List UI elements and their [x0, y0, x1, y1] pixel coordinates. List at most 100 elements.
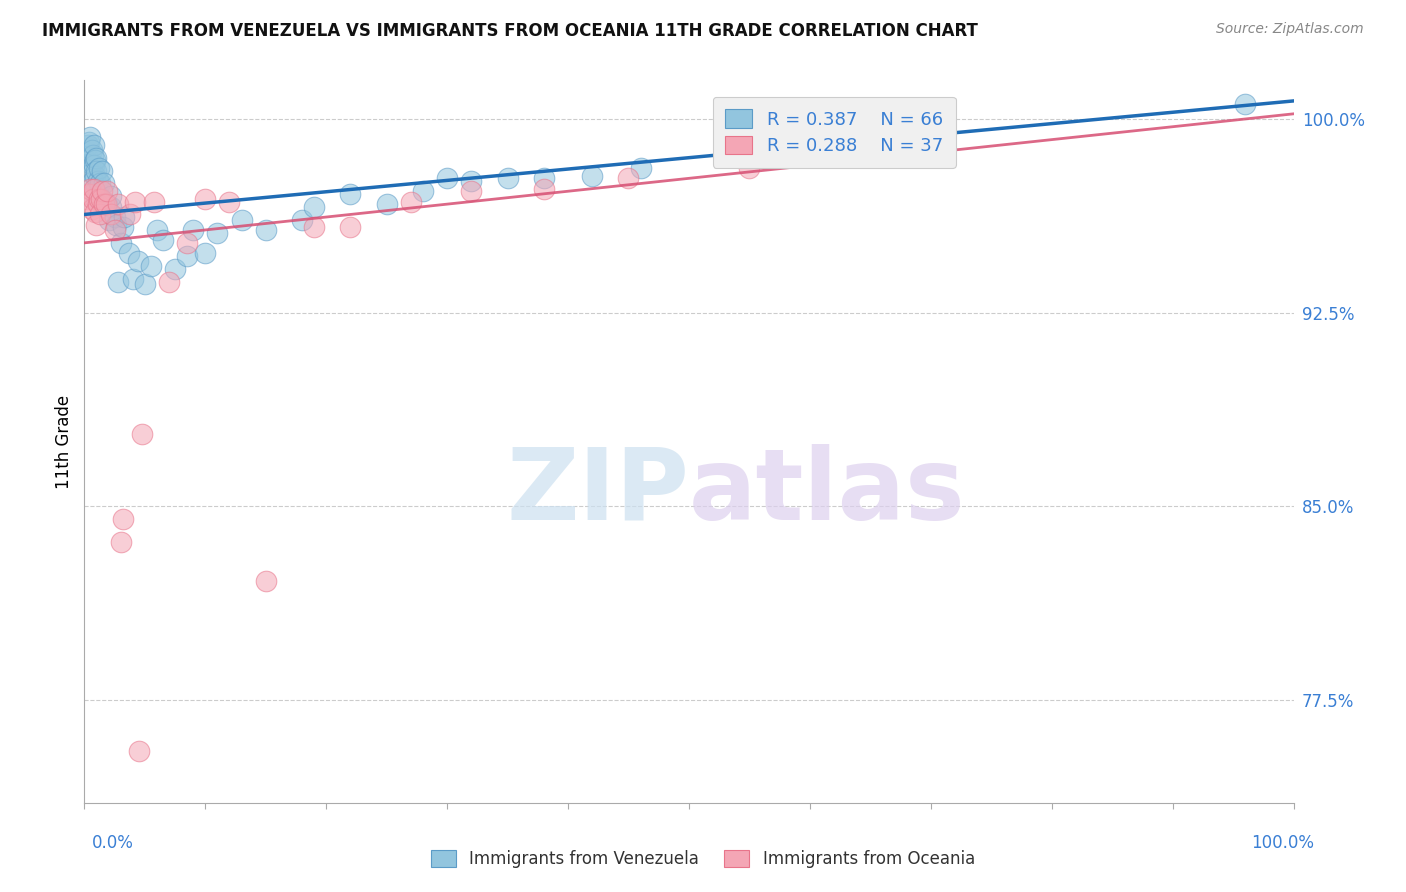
Text: 100.0%: 100.0%	[1251, 834, 1315, 852]
Point	[104, 223, 127, 237]
Point	[775, 148, 797, 162]
Point	[107, 275, 129, 289]
Point	[77, 135, 100, 149]
Text: Source: ZipAtlas.com: Source: ZipAtlas.com	[1216, 22, 1364, 37]
Point	[84, 169, 107, 183]
Point	[94, 194, 117, 209]
Point	[399, 194, 422, 209]
Point	[107, 197, 129, 211]
Point	[84, 205, 107, 219]
Point	[181, 223, 204, 237]
Point	[90, 194, 112, 209]
Point	[89, 207, 111, 221]
Point	[496, 171, 519, 186]
Text: atlas: atlas	[689, 443, 966, 541]
Point	[139, 259, 162, 273]
Point	[84, 184, 107, 198]
Point	[127, 253, 149, 268]
Point	[79, 130, 101, 145]
Point	[83, 158, 105, 172]
Text: IMMIGRANTS FROM VENEZUELA VS IMMIGRANTS FROM OCEANIA 11TH GRADE CORRELATION CHAR: IMMIGRANTS FROM VENEZUELA VS IMMIGRANTS …	[42, 22, 979, 40]
Point	[87, 192, 110, 206]
Point	[339, 220, 361, 235]
Point	[218, 194, 240, 209]
Point	[79, 156, 101, 170]
Point	[104, 218, 127, 232]
Point	[86, 192, 108, 206]
Point	[86, 218, 108, 232]
Point	[110, 535, 132, 549]
Point	[859, 148, 882, 162]
Point	[1234, 96, 1257, 111]
Point	[96, 197, 118, 211]
Point	[87, 189, 110, 203]
Point	[77, 186, 100, 201]
Point	[76, 192, 98, 206]
Point	[86, 197, 108, 211]
Point	[93, 177, 115, 191]
Legend: R = 0.387    N = 66, R = 0.288    N = 37: R = 0.387 N = 66, R = 0.288 N = 37	[713, 96, 956, 168]
Point	[100, 207, 122, 221]
Point	[339, 186, 361, 201]
Point	[83, 137, 105, 152]
Text: ZIP: ZIP	[506, 443, 689, 541]
Point	[176, 235, 198, 250]
Point	[412, 184, 434, 198]
Point	[835, 135, 858, 149]
Point	[96, 184, 118, 198]
Point	[165, 261, 187, 276]
Point	[176, 249, 198, 263]
Point	[152, 808, 174, 822]
Point	[80, 143, 103, 157]
Point	[80, 166, 103, 180]
Point	[91, 184, 114, 198]
Point	[131, 426, 153, 441]
Point	[91, 194, 114, 209]
Point	[93, 197, 115, 211]
Point	[124, 194, 146, 209]
Point	[82, 174, 104, 188]
Point	[86, 174, 108, 188]
Point	[134, 277, 156, 292]
Point	[581, 169, 603, 183]
Point	[83, 181, 105, 195]
Point	[112, 210, 135, 224]
Point	[118, 246, 141, 260]
Point	[630, 161, 652, 175]
Point	[146, 223, 169, 237]
Point	[157, 275, 180, 289]
Point	[86, 163, 108, 178]
Point	[84, 153, 107, 168]
Point	[91, 163, 114, 178]
Point	[110, 235, 132, 250]
Point	[112, 220, 135, 235]
Point	[152, 233, 174, 247]
Point	[82, 148, 104, 162]
Point	[86, 189, 108, 203]
Point	[460, 184, 482, 198]
Point	[90, 192, 112, 206]
Point	[460, 174, 482, 188]
Point	[94, 197, 117, 211]
Point	[291, 212, 314, 227]
Point	[714, 148, 737, 162]
Point	[533, 181, 555, 195]
Point	[79, 181, 101, 195]
Point	[143, 194, 166, 209]
Point	[194, 192, 217, 206]
Point	[436, 171, 458, 186]
Legend: Immigrants from Venezuela, Immigrants from Oceania: Immigrants from Venezuela, Immigrants fr…	[425, 843, 981, 875]
Point	[100, 200, 122, 214]
Point	[194, 246, 217, 260]
Point	[87, 161, 110, 175]
Text: 0.0%: 0.0%	[91, 834, 134, 852]
Point	[77, 137, 100, 152]
Point	[100, 189, 122, 203]
Point	[533, 171, 555, 186]
Point	[738, 161, 761, 175]
Point	[120, 207, 142, 221]
Point	[97, 212, 120, 227]
Point	[128, 744, 150, 758]
Point	[302, 220, 325, 235]
Point	[86, 151, 108, 165]
